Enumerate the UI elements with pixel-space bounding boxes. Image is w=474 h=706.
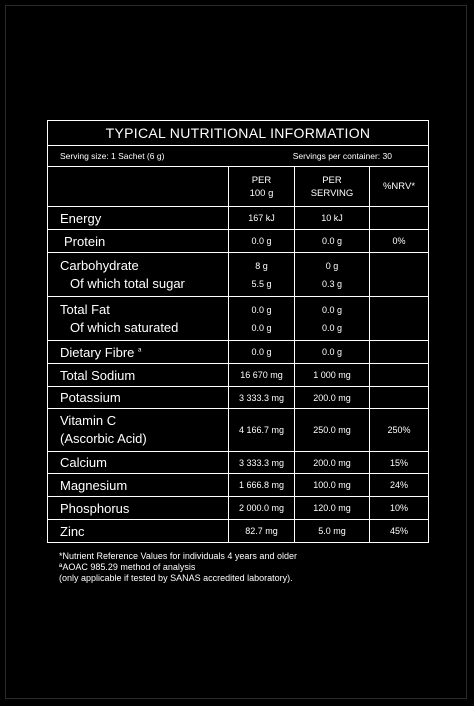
footnote-mark: a	[138, 347, 142, 354]
servings-per-container: Servings per container: 30	[292, 151, 392, 161]
table-row: Magnesium 1 666.8 mg 100.0 mg 24%	[47, 473, 429, 497]
table-row: Energy 167 kJ 10 kJ	[47, 206, 429, 230]
table-row: Zinc 82.7 mg 5.0 mg 45%	[47, 519, 429, 543]
table-row: Dietary Fibre a 0.0 g 0.0 g	[47, 340, 429, 364]
table-row: Calcium 3 333.3 mg 200.0 mg 15%	[47, 451, 429, 474]
footnote-aoac: ªAOAC 985.29 method of analysis	[59, 562, 196, 572]
header-per-100g: PER 100 g	[228, 166, 295, 207]
table-row: Phosphorus 2 000.0 mg 120.0 mg 10%	[47, 496, 429, 520]
header-per-serving: PER SERVING	[294, 166, 370, 207]
table-row: Vitamin C (Ascorbic Acid) 4 166.7 mg 250.…	[47, 408, 429, 452]
footnote-sanas: (only applicable if tested by SANAS accr…	[59, 573, 293, 583]
header-row: PER 100 g PER SERVING %NRV*	[47, 166, 429, 207]
page-border	[5, 5, 467, 699]
serving-row: Serving size: 1 Sachet (6 g) Servings pe…	[47, 145, 429, 167]
header-blank	[47, 166, 229, 207]
table-row: Total Sodium 16 670 mg 1 000 mg	[47, 363, 429, 387]
table-row: Total Fat Of which saturated 0.0 g 0.0 g 0…	[47, 296, 429, 341]
serving-size: Serving size: 1 Sachet (6 g)	[60, 151, 165, 161]
title-row: TYPICAL NUTRITIONAL INFORMATION	[47, 120, 429, 146]
footnotes: *Nutrient Reference Values for individua…	[59, 551, 297, 584]
table-title: TYPICAL NUTRITIONAL INFORMATION	[47, 120, 429, 146]
nutrition-table: TYPICAL NUTRITIONAL INFORMATION Serving …	[47, 120, 429, 543]
header-nrv: %NRV*	[369, 166, 429, 207]
footnote-nrv: *Nutrient Reference Values for individua…	[59, 551, 297, 561]
table-row: Protein 0.0 g 0.0 g 0%	[47, 229, 429, 253]
table-row: Potassium 3 333.3 mg 200.0 mg	[47, 386, 429, 409]
table-row: Carbohydrate Of which total sugar 8 g 5.5 …	[47, 252, 429, 297]
